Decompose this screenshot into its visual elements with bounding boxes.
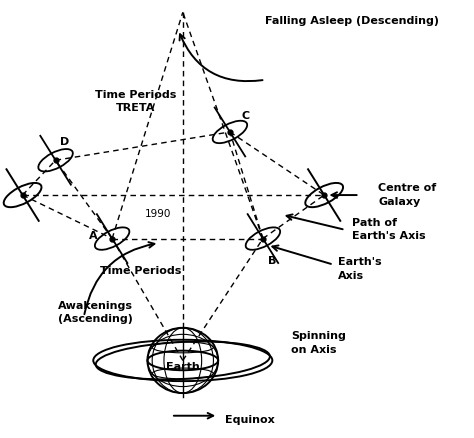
Text: Awakenings
(Ascending): Awakenings (Ascending) bbox=[58, 301, 133, 324]
Text: B: B bbox=[268, 256, 276, 266]
Text: Equinox: Equinox bbox=[225, 415, 275, 425]
Text: Spinning
on Axis: Spinning on Axis bbox=[291, 332, 346, 355]
Text: Time Periods
TRETA: Time Periods TRETA bbox=[95, 90, 176, 113]
Text: C: C bbox=[242, 111, 250, 121]
Text: 1990: 1990 bbox=[145, 209, 172, 219]
Text: Earth's
Axis: Earth's Axis bbox=[338, 258, 382, 281]
Text: Earth: Earth bbox=[166, 362, 200, 372]
Text: Time Periods: Time Periods bbox=[100, 266, 181, 276]
Text: D: D bbox=[60, 137, 70, 147]
Text: Path of
Earth's Axis: Path of Earth's Axis bbox=[353, 218, 426, 241]
Text: A: A bbox=[89, 231, 98, 241]
Text: Centre of
Galaxy: Centre of Galaxy bbox=[378, 184, 437, 207]
Text: Falling Asleep (Descending): Falling Asleep (Descending) bbox=[265, 16, 439, 26]
